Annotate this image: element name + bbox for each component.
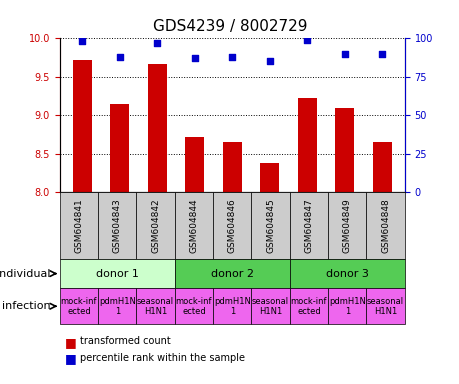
Text: percentile rank within the sample: percentile rank within the sample xyxy=(80,353,245,362)
Text: individual: individual xyxy=(0,268,50,279)
Bar xyxy=(372,142,391,192)
Bar xyxy=(297,98,316,192)
Bar xyxy=(185,137,204,192)
Text: seasonal
H1N1: seasonal H1N1 xyxy=(366,297,403,316)
Point xyxy=(153,40,161,46)
Text: donor 1: donor 1 xyxy=(95,268,139,279)
Text: infection: infection xyxy=(2,301,50,311)
Point xyxy=(303,37,310,43)
Bar xyxy=(260,163,279,192)
Text: pdmH1N
1: pdmH1N 1 xyxy=(99,297,135,316)
Bar xyxy=(148,64,166,192)
Text: pdmH1N
1: pdmH1N 1 xyxy=(213,297,250,316)
Text: GSM604843: GSM604843 xyxy=(112,198,122,253)
Text: seasonal
H1N1: seasonal H1N1 xyxy=(137,297,174,316)
Text: GSM604844: GSM604844 xyxy=(189,198,198,253)
Bar xyxy=(110,104,129,192)
Text: mock-inf
ected: mock-inf ected xyxy=(61,297,97,316)
Bar xyxy=(73,60,91,192)
Point xyxy=(378,51,385,57)
Text: donor 2: donor 2 xyxy=(210,268,253,279)
Point xyxy=(228,54,235,60)
Text: GSM604847: GSM604847 xyxy=(304,198,313,253)
Text: GSM604848: GSM604848 xyxy=(381,198,389,253)
Text: transformed count: transformed count xyxy=(80,336,171,346)
Point xyxy=(116,54,123,60)
Text: GSM604841: GSM604841 xyxy=(74,198,83,253)
Text: mock-inf
ected: mock-inf ected xyxy=(290,297,326,316)
Text: seasonal
H1N1: seasonal H1N1 xyxy=(252,297,289,316)
Point xyxy=(190,55,198,61)
Text: ■: ■ xyxy=(64,336,76,349)
Point xyxy=(78,38,86,45)
Text: GSM604842: GSM604842 xyxy=(151,198,160,253)
Text: pdmH1N
1: pdmH1N 1 xyxy=(328,297,365,316)
Bar xyxy=(335,108,353,192)
Text: GSM604845: GSM604845 xyxy=(266,198,274,253)
Text: GDS4239 / 8002729: GDS4239 / 8002729 xyxy=(152,19,307,34)
Text: GSM604846: GSM604846 xyxy=(227,198,236,253)
Text: donor 3: donor 3 xyxy=(325,268,368,279)
Bar xyxy=(223,142,241,192)
Point xyxy=(341,51,348,57)
Text: GSM604849: GSM604849 xyxy=(342,198,351,253)
Point xyxy=(266,58,273,65)
Text: mock-inf
ected: mock-inf ected xyxy=(175,297,212,316)
Text: ■: ■ xyxy=(64,353,76,366)
